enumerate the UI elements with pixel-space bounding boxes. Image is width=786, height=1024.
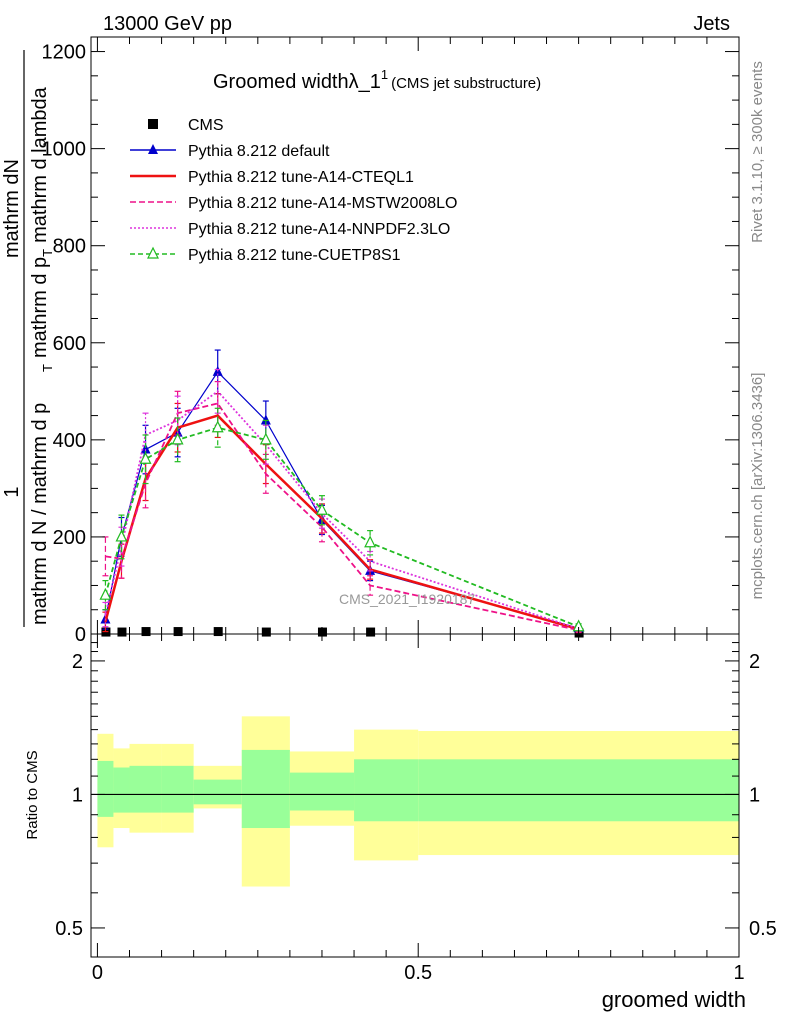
legend-label: Pythia 8.212 tune-A14-CTEQL1 [188,169,414,186]
legend-label: CMS [188,117,224,134]
watermark: CMS_2021_I1920187 [339,591,475,607]
ratio-band-green [354,759,419,822]
series-line-1 [104,370,579,629]
series-marker-1 [260,414,271,425]
cms-point [117,627,127,637]
main-axis-ticks: 0 200 400 600 800 1000 1200 [42,37,740,646]
ratio-y-tick-label-right: 0.5 [749,918,777,940]
x-axis-label: groomed width [602,987,746,1012]
ratio-ylabel: Ratio to CMS [24,750,41,839]
rivet-label: Rivet 3.1.10, ≥ 300k events [749,61,766,243]
cms-point [213,627,223,637]
ratio-band-green [418,759,739,822]
title-sup: 1 [381,67,388,82]
y-tick-label: 400 [53,430,86,452]
legend-marker [148,144,158,154]
ylabel-denom-dpt: mathrm d p [29,257,51,358]
ratio-band-green [289,772,355,811]
legend-label: Pythia 8.212 tune-A14-NNPDF2.3LO [188,221,450,238]
legend-marker-cms [148,119,158,129]
series-marker-5 [364,535,377,548]
legend-label: Pythia 8.212 default [188,143,330,160]
ylabel-denom-t: T [40,249,55,257]
series-marker-5 [139,451,152,464]
ratio-y-tick-label-right: 2 [749,651,760,673]
x-tick-label: 0.5 [404,962,432,984]
series-marker-5 [211,420,224,433]
series-marker-5 [171,432,184,445]
main-clip-group [99,349,585,638]
header-right: Jets [693,13,730,35]
legend-label: Pythia 8.212 tune-A14-MSTW2008LO [188,195,457,212]
title-sub: (CMS jet substructure) [391,75,541,92]
y-tick-label: 200 [53,527,86,549]
series-marker-5 [259,432,272,445]
cms-point [261,627,271,637]
main-title: Groomed widthλ_11(CMS jet substructure) [213,67,541,93]
mcplots-label: mcplots.cern.ch [arXiv:1306.3436] [749,373,766,600]
legend-marker [147,246,159,259]
series-line-3 [105,402,579,631]
title-symbol: λ_1 [349,71,381,93]
y-tick-label: 600 [53,333,86,355]
ratio-bands [91,716,739,887]
ratio-band-green [113,767,130,813]
ratio-band-green [97,760,114,817]
ylabel-sub-t: T [40,364,55,372]
ylabel-numer-n: N [1,159,23,173]
main-ylabel: 1 mathrm d N / mathrm d p T mathrm dN ma… [1,50,55,627]
ylabel-top-denom: mathrm d pTmathrm d lambda [29,86,55,358]
y-tick-label: 0 [75,624,86,646]
legend-label: Pythia 8.212 tune-CUETP8S1 [188,247,401,264]
ratio-frame [90,633,740,958]
series-marker-5 [315,502,328,515]
header-left: 13000 GeV pp [103,13,232,35]
x-tick-label: 1 [733,962,744,984]
ratio-y-tick-label: 2 [72,651,83,673]
main-panel: 0 200 400 600 800 1000 1200 Groomed widthλ_11(… [42,36,740,646]
ratio-band-green [161,765,194,813]
ylabel-numer-d: mathrm d [1,174,23,258]
x-tick-label: 0 [92,962,103,984]
y-tick-label: 1000 [42,139,87,161]
ratio-band-green [241,749,290,829]
ratio-y-tick-label: 1 [72,784,83,806]
ratio-band-green [129,765,162,813]
ratio-panel: 0.5 0.51 12 20 0.5 1 Ratio to CMS groomed wid… [24,633,777,1012]
ratio-y-tick-label: 0.5 [55,918,83,940]
ylabel-bottom-rest: T [40,364,55,372]
series-marker-1 [140,443,151,454]
ratio-axis-ticks: 0.5 0.51 12 20 0.5 1 [55,634,777,984]
ylabel-denom-dl: mathrm d lambda [29,86,51,242]
title-main: Groomed width [213,71,349,93]
ratio-band-green [193,779,242,805]
ratio-y-tick-label-right: 1 [749,784,760,806]
ylabel-top-numer: mathrm dN [1,159,23,258]
ylabel-frac-top: 1 [1,486,23,497]
cms-point [173,627,183,637]
y-tick-label: 800 [53,236,86,258]
legend: CMS Pythia 8.212 default Pythia 8.212 tune… [130,117,457,264]
series-marker-5 [99,587,112,600]
y-tick-label: 1200 [42,42,87,64]
cms-point [141,627,151,637]
series-marker-5 [115,529,128,542]
ylabel-bottom-left: mathrm d N / mathrm d p [29,403,51,625]
cms-point [366,627,376,637]
